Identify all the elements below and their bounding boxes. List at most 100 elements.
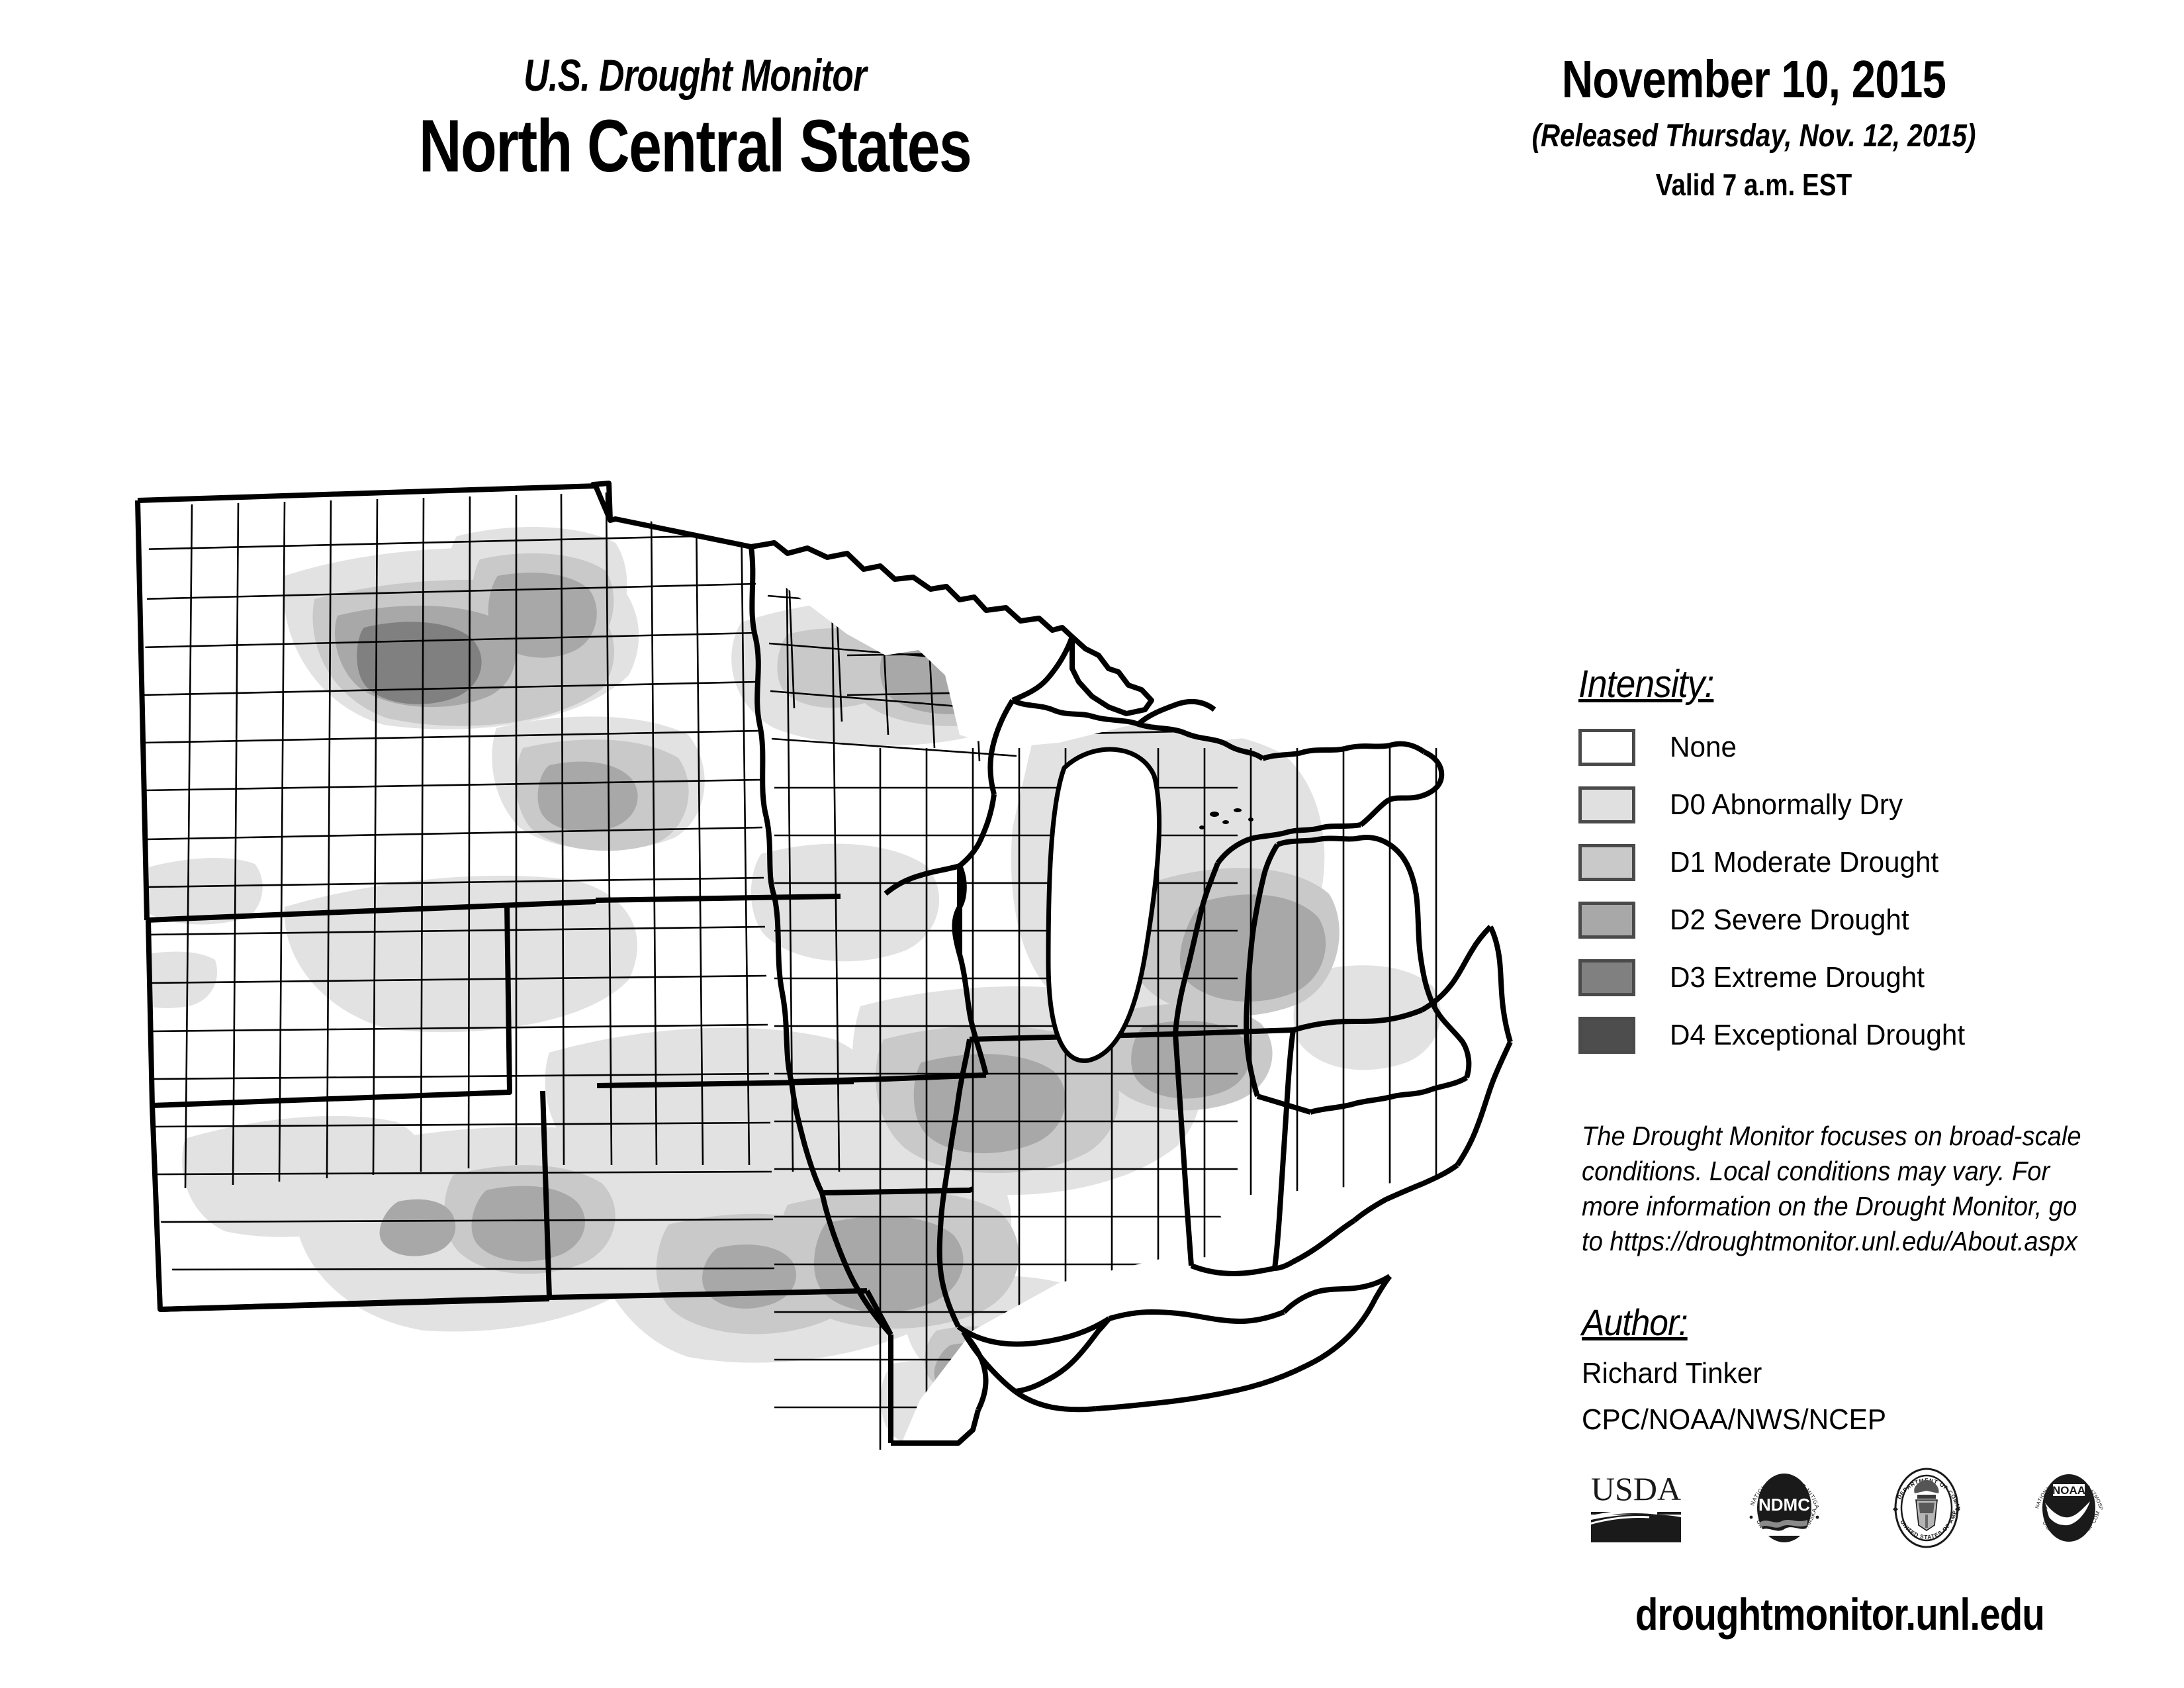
mi-lower-sw	[1256, 1094, 1312, 1115]
legend-item-d0[interactable]: D0 Abnormally Dry	[1578, 781, 2095, 829]
legend-label-d1: D1 Moderate Drought	[1670, 846, 1939, 878]
page-title: North Central States	[418, 105, 972, 187]
author-heading: Author:	[1582, 1301, 1688, 1343]
valid-date: November 10, 2015	[1561, 50, 1946, 109]
usda-logo-text: USDA	[1591, 1470, 1681, 1507]
oh-south-ohio-river	[1352, 1162, 1459, 1223]
mn-arrowhead	[1069, 634, 1154, 716]
border-mn-canada	[751, 540, 1074, 639]
usda-logo[interactable]: USDA	[1588, 1468, 1684, 1551]
legend-swatch-none	[1578, 729, 1635, 766]
legend-label-d2: D2 Severe Drought	[1670, 904, 1909, 936]
border-mn-ia-line	[791, 1072, 987, 1084]
author-block: Author: Richard Tinker CPC/NOAA/NWS/NCEP	[1582, 1301, 2138, 1436]
oh-east-pa	[1488, 925, 1513, 1043]
il-east-in	[1173, 1033, 1194, 1266]
legend-swatch-d0	[1578, 786, 1635, 823]
disclaimer-text: The Drought Monitor focuses on broad-sca…	[1582, 1121, 2081, 1256]
lake-michigan	[1046, 747, 1162, 1063]
legend-item-none[interactable]: None	[1578, 724, 2095, 771]
doc-seal-logo[interactable]: DEPARTMENT OF COMMERCE UNITED STATES OF …	[1882, 1456, 1969, 1558]
in-east-ohio	[1272, 1029, 1296, 1269]
in-north	[1175, 1027, 1294, 1037]
border-ne-ks	[549, 1288, 868, 1300]
legend-label-d3: D3 Extreme Drought	[1670, 961, 1925, 994]
border-mn-ia	[884, 863, 961, 896]
ky-west-tip	[961, 1331, 1017, 1394]
legend-swatch-d2	[1578, 902, 1635, 939]
author-name: Richard Tinker	[1582, 1357, 1762, 1389]
legend-item-d1[interactable]: D1 Moderate Drought	[1578, 839, 2095, 886]
logo-row: USDA NATIONAL DROUGHT MITIGATION CENTER …	[1588, 1456, 2111, 1559]
mi-up-keweenaw	[1136, 698, 1216, 727]
border-mn-wi	[987, 698, 1015, 796]
map-svg[interactable]	[86, 457, 1542, 1516]
legend-swatch-d1	[1578, 844, 1635, 881]
ia-west-missouri-river	[789, 1081, 825, 1194]
page-subtitle: U.S. Drought Monitor	[523, 50, 866, 101]
great-lakes	[1046, 747, 1162, 1063]
legend-swatch-d3	[1578, 959, 1635, 996]
legend-item-d2[interactable]: D2 Severe Drought	[1578, 896, 2095, 944]
site-url[interactable]: droughtmonitor.unl.edu	[1635, 1589, 2045, 1640]
border-mn-wi-north	[1011, 635, 1075, 703]
border-wi-lake-michigan	[1173, 862, 1220, 1035]
border-co-south	[159, 1296, 550, 1312]
state-montana-north	[137, 481, 613, 521]
author-affiliation: CPC/NOAA/NWS/NCEP	[1582, 1403, 1887, 1436]
oh-east-wv	[1455, 1041, 1513, 1167]
border-nd-canada	[593, 485, 752, 549]
state-wyoming	[146, 904, 512, 1108]
ky-tn-border-start	[1013, 1389, 1097, 1413]
border-nd-mn	[749, 546, 777, 898]
legend: Intensity: None D0 Abnormally Dry D1 Mod…	[1578, 662, 2095, 1069]
legend-title: Intensity:	[1578, 663, 1714, 706]
state-montana-south	[146, 899, 596, 923]
outside-mask	[86, 457, 1542, 1516]
ky-north-ohio-river	[1108, 1309, 1285, 1324]
valid-time: Valid 7 a.m. EST	[1655, 167, 1852, 202]
legend-label-d0: D0 Abnormally Dry	[1670, 788, 1903, 821]
mo-west-kansas	[819, 1192, 893, 1336]
oh-north-lake-erie	[1292, 1008, 1423, 1033]
noaa-logo[interactable]: NATIONAL OCEANIC AND ATMOSPHERIC ADMINIS…	[2024, 1457, 2111, 1558]
mi-lower-east	[1276, 835, 1472, 1079]
ndmc-logo-text: NDMC	[1758, 1495, 1810, 1515]
ky-southwest	[1015, 1317, 1111, 1394]
legend-label-none: None	[1670, 731, 1737, 763]
drought-shading-layer	[118, 527, 1441, 1444]
border-mn-wi-south	[958, 794, 997, 868]
legend-item-d4[interactable]: D4 Exceptional Drought	[1578, 1011, 2095, 1059]
noaa-logo-text: NOAA	[2052, 1484, 2085, 1497]
ky-south-tn	[1095, 1274, 1392, 1411]
mo-south	[891, 1409, 981, 1446]
il-south	[956, 1316, 1111, 1347]
border-ia-wi-mississippi	[952, 865, 989, 1076]
border-nd-sd	[595, 894, 841, 903]
legend-label-d4: D4 Exceptional Drought	[1670, 1019, 1966, 1051]
mi-up-east	[1359, 749, 1445, 827]
oh-northeast	[1420, 925, 1492, 1013]
mi-lower-south	[1309, 1075, 1469, 1115]
mi-up-south-shore	[1215, 822, 1361, 865]
drought-map[interactable]	[86, 457, 1542, 1516]
state-montana-west	[135, 500, 150, 921]
mi-up-north-shore	[1261, 741, 1426, 761]
date-block: November 10, 2015 (Released Thursday, No…	[1443, 50, 2065, 202]
border-sd-mn-ia	[772, 896, 794, 1083]
legend-item-d3[interactable]: D3 Extreme Drought	[1578, 954, 2095, 1002]
lake-islands	[1199, 808, 1253, 829]
d3-areas	[357, 622, 482, 704]
border-wi-mi-up	[1011, 698, 1265, 761]
mi-lower-west-lakeshore	[1244, 843, 1280, 1098]
title-block: U.S. Drought Monitor North Central State…	[199, 53, 1191, 187]
border-ia-mo	[821, 1186, 974, 1196]
mo-ks-corner	[864, 1289, 893, 1336]
legend-swatch-d4	[1578, 1017, 1635, 1054]
ndmc-logo[interactable]: NATIONAL DROUGHT MITIGATION CENTER UNIVE…	[1739, 1456, 1827, 1558]
state-outlines	[135, 481, 1513, 1446]
ky-ohio-river-east	[1282, 1274, 1392, 1314]
release-date: (Released Thursday, Nov. 12, 2015)	[1531, 118, 1976, 154]
oh-southwest	[1274, 1218, 1356, 1271]
in-south	[1190, 1263, 1275, 1276]
